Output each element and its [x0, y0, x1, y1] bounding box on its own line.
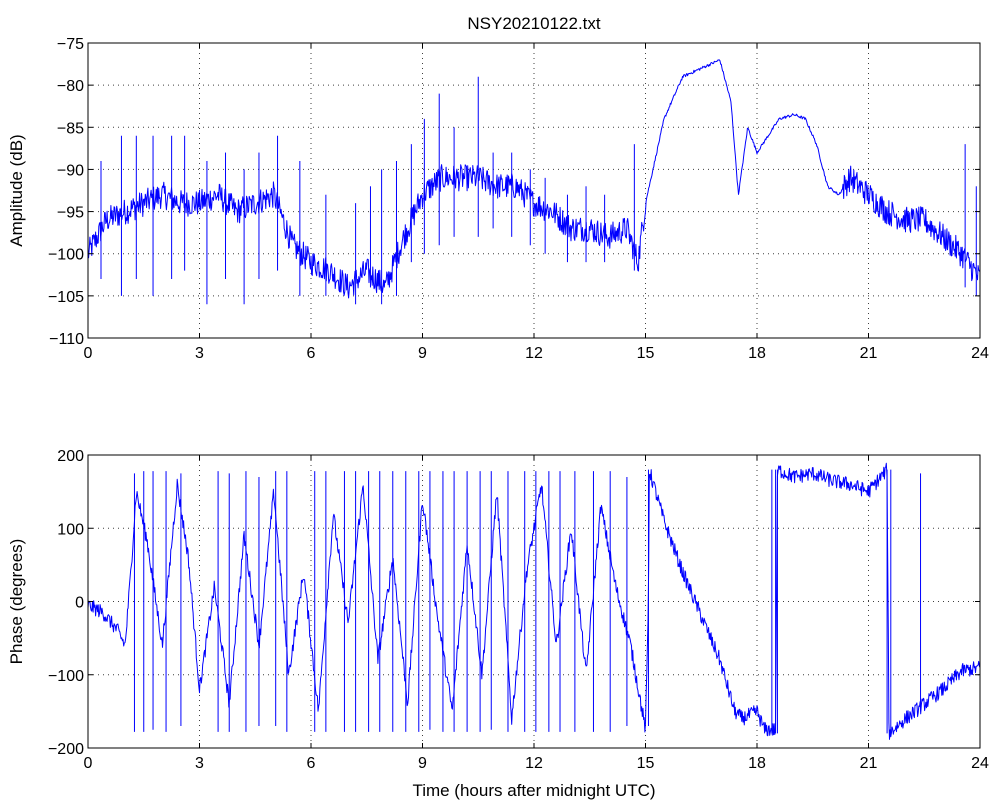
phase-x-axis-title: Time (hours after midnight UTC)	[412, 781, 655, 800]
amplitude-xtick-label: 18	[748, 345, 766, 362]
phase-xtick-label: 18	[748, 755, 766, 772]
amplitude-xtick-label: 0	[84, 345, 93, 362]
phase-axes: 0 3 6 9 12 15 18 21 24 −200 −100 0 100 200 Phase (degr…	[7, 448, 989, 800]
amplitude-xtick-label: 24	[971, 345, 989, 362]
phase-xtick-label: 15	[637, 755, 655, 772]
phase-ytick-label: −200	[48, 741, 84, 758]
phase-ytick-label: 200	[57, 448, 84, 465]
amplitude-xtick-label: 9	[418, 345, 427, 362]
amplitude-xtick-label: 6	[307, 345, 316, 362]
amplitude-axes: 0 3 6 9 12 15 18 21 24 −110 −105 −100 −95 −90 −85 −80 −7…	[7, 36, 989, 362]
amplitude-ytick-label: −110	[49, 331, 84, 348]
amplitude-ytick-label: −85	[57, 120, 84, 137]
amplitude-ytick-label: −80	[57, 78, 84, 95]
phase-ytick-label: −100	[48, 668, 84, 685]
phase-xtick-label: 6	[307, 755, 316, 772]
figure-title: NSY20210122.txt	[467, 14, 601, 33]
amplitude-xtick-label: 15	[637, 345, 655, 362]
phase-xtick-label: 24	[971, 755, 989, 772]
amplitude-ytick-label: −90	[57, 162, 84, 179]
phase-ytick-label: 100	[57, 521, 84, 538]
phase-xtick-label: 3	[195, 755, 204, 772]
amplitude-ytick-label: −105	[48, 289, 84, 306]
phase-xtick-label: 21	[860, 755, 878, 772]
phase-xtick-label: 12	[525, 755, 543, 772]
phase-y-axis-title: Phase (degrees)	[7, 539, 26, 665]
amplitude-y-axis-title: Amplitude (dB)	[7, 134, 26, 246]
amplitude-trace-line	[87, 59, 981, 299]
amplitude-xtick-label: 21	[860, 345, 878, 362]
amplitude-ytick-label: −95	[57, 205, 84, 222]
phase-xtick-label: 9	[418, 755, 427, 772]
amplitude-xtick-label: 12	[525, 345, 543, 362]
amplitude-ytick-label: −75	[57, 36, 84, 53]
amplitude-ytick-label: −100	[48, 247, 84, 264]
phase-ytick-label: 0	[75, 595, 84, 612]
phase-trace-line	[87, 462, 981, 740]
amplitude-xtick-label: 3	[195, 345, 204, 362]
phase-xtick-label: 0	[84, 755, 93, 772]
